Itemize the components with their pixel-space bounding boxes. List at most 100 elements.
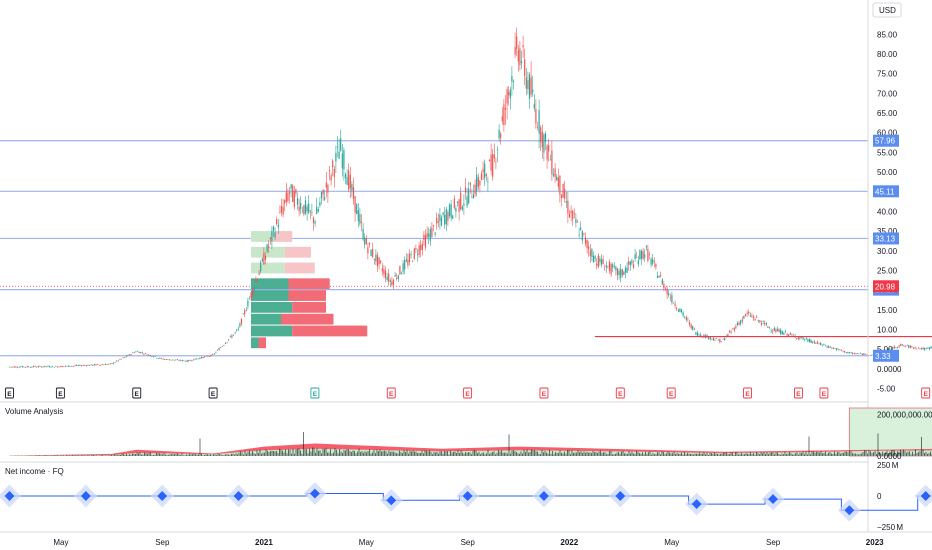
price-candle-body: [459, 199, 460, 212]
price-candle-body: [199, 358, 200, 359]
price-candle-body: [543, 134, 544, 152]
price-candle-body: [486, 174, 487, 176]
price-tick-label: 10.00: [877, 326, 898, 335]
price-candle-body: [239, 324, 240, 326]
price-axis[interactable]: 85.00 80.00 75.00 70.00 65.00 60.00 55.00 50.00…: [873, 30, 902, 393]
price-candle-body: [615, 267, 616, 271]
price-candle-body: [843, 351, 844, 352]
price-candle-body: [831, 347, 832, 348]
price-candle-body: [238, 329, 239, 330]
price-candle-body: [478, 177, 479, 186]
price-candle-body: [241, 319, 242, 325]
price-candle-body: [609, 262, 610, 271]
price-candle-body: [134, 352, 135, 353]
price-candle-body: [153, 357, 154, 358]
price-candle-body: [849, 352, 850, 353]
price-candle-body: [33, 366, 34, 367]
price-candle-body: [367, 247, 368, 253]
price-candle-body: [857, 354, 858, 355]
price-candle-body: [756, 317, 757, 318]
price-candle-body: [401, 273, 402, 274]
price-candle-body: [150, 355, 151, 356]
price-candle-body: [553, 174, 554, 176]
price-candle-body: [791, 334, 792, 335]
price-candle-body: [145, 353, 146, 354]
price-candle-body: [12, 367, 13, 368]
price-candle-body: [742, 319, 743, 321]
price-candle-body: [175, 360, 176, 361]
price-candle-body: [823, 344, 824, 345]
price-tick-label: 15.00: [877, 306, 898, 315]
price-candle-body: [371, 250, 372, 256]
price-candle-body: [467, 197, 468, 206]
price-candle-body: [311, 212, 312, 213]
price-candle-body: [457, 202, 458, 203]
volume-profile-down-bar: [281, 314, 334, 325]
net-income-pane-title[interactable]: Net income · FQ: [5, 467, 64, 476]
price-candle-body: [444, 215, 445, 225]
price-candle-body: [492, 154, 493, 177]
time-axis[interactable]: MaySep2021MaySep2022MaySep2023MaySep2024…: [53, 538, 932, 547]
price-candle-body: [683, 313, 684, 316]
price-candle-body: [799, 338, 800, 339]
price-candle-body: [796, 338, 797, 339]
price-candle-body: [323, 190, 324, 195]
price-candle-body: [468, 189, 469, 204]
price-series: [9, 28, 932, 369]
price-candle-body: [503, 105, 504, 126]
price-candle-body: [527, 80, 528, 89]
price-candle-body: [273, 227, 274, 231]
price-candle-body: [788, 334, 789, 336]
price-candle-body: [542, 132, 543, 147]
price-candle-body: [204, 357, 205, 358]
price-candle-body: [806, 338, 807, 339]
price-candle-body: [246, 310, 247, 311]
price-candle-body: [465, 188, 466, 193]
volume-profile-up-bar: [251, 337, 259, 348]
price-candle-body: [43, 367, 44, 368]
price-candle-body: [451, 204, 452, 217]
price-candle-body: [391, 281, 392, 285]
price-candle-body: [292, 185, 293, 202]
price-candle-body: [708, 337, 709, 339]
price-candle-body: [825, 346, 826, 347]
price-candle-body: [596, 264, 597, 266]
price-candle-body: [422, 244, 423, 250]
price-candle-body: [228, 339, 229, 340]
price-candle-body: [171, 360, 172, 361]
price-candle-body: [719, 339, 720, 342]
price-candle-body: [484, 164, 485, 178]
price-candle-body: [163, 359, 164, 360]
price-candle-body: [84, 365, 85, 366]
price-candle-body: [558, 178, 559, 187]
price-candle-body: [583, 233, 584, 234]
price-candle-body: [283, 207, 284, 214]
price-candle-body: [614, 266, 615, 267]
price-candle-body: [747, 313, 748, 314]
volume-pane-title[interactable]: Volume Analysis: [5, 407, 63, 416]
price-candle-body: [908, 345, 909, 347]
price-candle-body: [235, 332, 236, 333]
price-candle-body: [209, 356, 210, 357]
price-candle-body: [588, 246, 589, 249]
price-candle-body: [219, 348, 220, 350]
price-candle-body: [287, 193, 288, 201]
price-candle-body: [871, 355, 872, 356]
price-candle-body: [524, 59, 525, 76]
price-candle-body: [665, 288, 666, 289]
price-candle-body: [844, 351, 845, 352]
price-candle-body: [131, 354, 132, 355]
price-candle-body: [863, 353, 864, 354]
price-candle-body: [447, 212, 448, 221]
price-candle-body: [299, 207, 300, 212]
price-candle-body: [62, 366, 63, 367]
time-tick-label: May: [664, 538, 679, 547]
currency-label[interactable]: USD: [879, 6, 896, 15]
price-candle-body: [670, 297, 671, 298]
price-candle-body: [379, 257, 380, 264]
price-candle-body: [566, 201, 567, 203]
price-candle-body: [180, 360, 181, 361]
price-candle-body: [222, 346, 223, 347]
price-candle-body: [147, 355, 148, 356]
